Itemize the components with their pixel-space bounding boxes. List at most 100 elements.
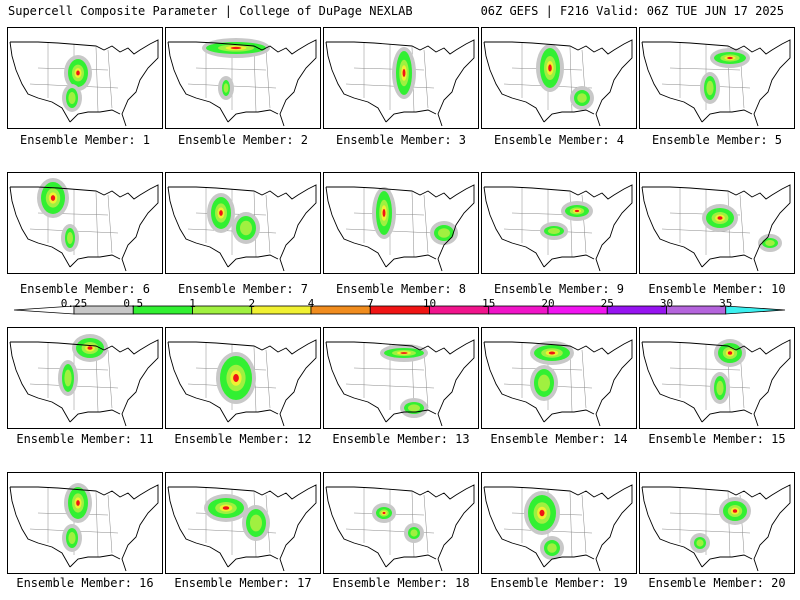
scp-field-mid <box>240 220 252 236</box>
scp-field-mid <box>68 532 76 544</box>
scp-field-max <box>732 509 738 513</box>
scp-field-max <box>548 351 556 355</box>
member-caption: Ensemble Member: 5 <box>651 133 783 147</box>
scp-field-max <box>382 511 386 515</box>
colorbar-segment <box>369 305 430 315</box>
state-boundaries <box>345 43 435 113</box>
map-panel-member-15 <box>639 327 795 429</box>
member-caption: Ensemble Member: 2 <box>177 133 309 147</box>
colorbar-segment <box>488 305 549 315</box>
map-panel-member-14 <box>481 327 637 429</box>
colorbar-tick-label: 10 <box>422 297 437 310</box>
member-caption: Ensemble Member: 18 <box>332 576 470 590</box>
us-map <box>9 483 159 572</box>
scp-field-mid <box>716 380 724 396</box>
scp-field-mid <box>250 514 262 532</box>
us-map <box>483 484 633 572</box>
us-map <box>325 339 475 427</box>
scp-field-max <box>548 64 552 72</box>
colorbar-segment <box>606 305 667 315</box>
member-caption: Ensemble Member: 15 <box>648 432 786 446</box>
map-panel-member-3 <box>323 27 479 129</box>
colorbar-segment <box>310 305 371 315</box>
colorbar-tick-label: 35 <box>719 297 733 310</box>
coastline <box>325 184 475 272</box>
scp-field-mid <box>538 374 550 392</box>
scp-field-mid <box>577 93 587 103</box>
coastline <box>483 484 633 572</box>
us-map <box>167 184 317 272</box>
scp-field-mid <box>438 228 450 238</box>
scp-field-max <box>574 209 580 213</box>
colorbar-tick-label: 0.5 <box>123 297 144 310</box>
state-boundaries <box>503 188 593 258</box>
scp-field-max <box>402 69 406 77</box>
coastline <box>9 339 159 427</box>
scp-field-mid <box>410 529 418 537</box>
state-boundaries <box>661 343 751 413</box>
us-map <box>641 39 791 127</box>
member-caption: Ensemble Member: 11 <box>16 432 154 446</box>
us-map <box>483 184 633 272</box>
member-caption: Ensemble Member: 20 <box>648 576 786 590</box>
scp-field-max <box>233 374 239 382</box>
scp-field-max <box>219 210 223 216</box>
map-panel-member-8 <box>323 172 479 274</box>
scp-field-max <box>230 46 242 50</box>
us-map <box>325 39 475 127</box>
colorbar-tick-label: 2 <box>248 297 256 310</box>
colorbar-segment <box>666 305 727 315</box>
scp-field-max <box>727 351 733 355</box>
map-panel-member-5 <box>639 27 795 129</box>
scp-field-max <box>539 509 545 517</box>
colorbar-tick-label: 1 <box>189 297 196 310</box>
member-caption: Ensemble Member: 3 <box>335 133 467 147</box>
scp-field-mid <box>548 228 560 234</box>
map-panel-member-11 <box>7 327 163 429</box>
map-panel-member-2 <box>165 27 321 129</box>
member-caption: Ensemble Member: 8 <box>335 282 467 296</box>
us-map <box>483 339 633 427</box>
scp-field-max <box>222 506 230 510</box>
coastline <box>167 484 317 572</box>
colorbar-tick-label: 25 <box>600 297 614 310</box>
scp-field-max <box>87 346 93 350</box>
us-map <box>325 484 475 572</box>
state-boundaries <box>345 343 435 413</box>
scp-field-mid <box>223 83 229 93</box>
member-caption: Ensemble Member: 10 <box>648 282 786 296</box>
us-map <box>167 484 317 572</box>
member-caption: Ensemble Member: 4 <box>493 133 625 147</box>
member-caption: Ensemble Member: 14 <box>490 432 628 446</box>
us-map <box>167 38 317 127</box>
scp-field-mid <box>547 543 557 553</box>
coastline <box>325 339 475 427</box>
colorbar-segment <box>251 305 312 315</box>
member-caption: Ensemble Member: 16 <box>16 576 154 590</box>
member-caption: Ensemble Member: 6 <box>19 282 151 296</box>
coastline <box>483 339 633 427</box>
colorbar-tick-label: 0.25 <box>60 297 88 310</box>
map-panel-member-4 <box>481 27 637 129</box>
map-panel-member-13 <box>323 327 479 429</box>
us-map <box>9 39 159 127</box>
coastline <box>9 484 159 572</box>
scp-field-mid <box>68 92 76 104</box>
scp-field-max <box>717 216 723 220</box>
coastline <box>641 484 791 572</box>
colorbar-segment <box>192 305 253 315</box>
coastline <box>9 39 159 127</box>
colorbar-tick-label: 20 <box>541 297 555 310</box>
map-panel-member-10 <box>639 172 795 274</box>
member-caption: Ensemble Member: 9 <box>493 282 625 296</box>
us-map <box>483 39 633 127</box>
coastline <box>167 339 317 427</box>
us-map <box>167 339 317 427</box>
page-title: Supercell Composite Parameter | College … <box>8 4 413 18</box>
map-panel-member-17 <box>165 472 321 574</box>
state-boundaries <box>187 43 277 113</box>
member-caption: Ensemble Member: 12 <box>174 432 312 446</box>
member-caption: Ensemble Member: 1 <box>19 133 151 147</box>
member-caption: Ensemble Member: 7 <box>177 282 309 296</box>
map-panel-member-18 <box>323 472 479 574</box>
